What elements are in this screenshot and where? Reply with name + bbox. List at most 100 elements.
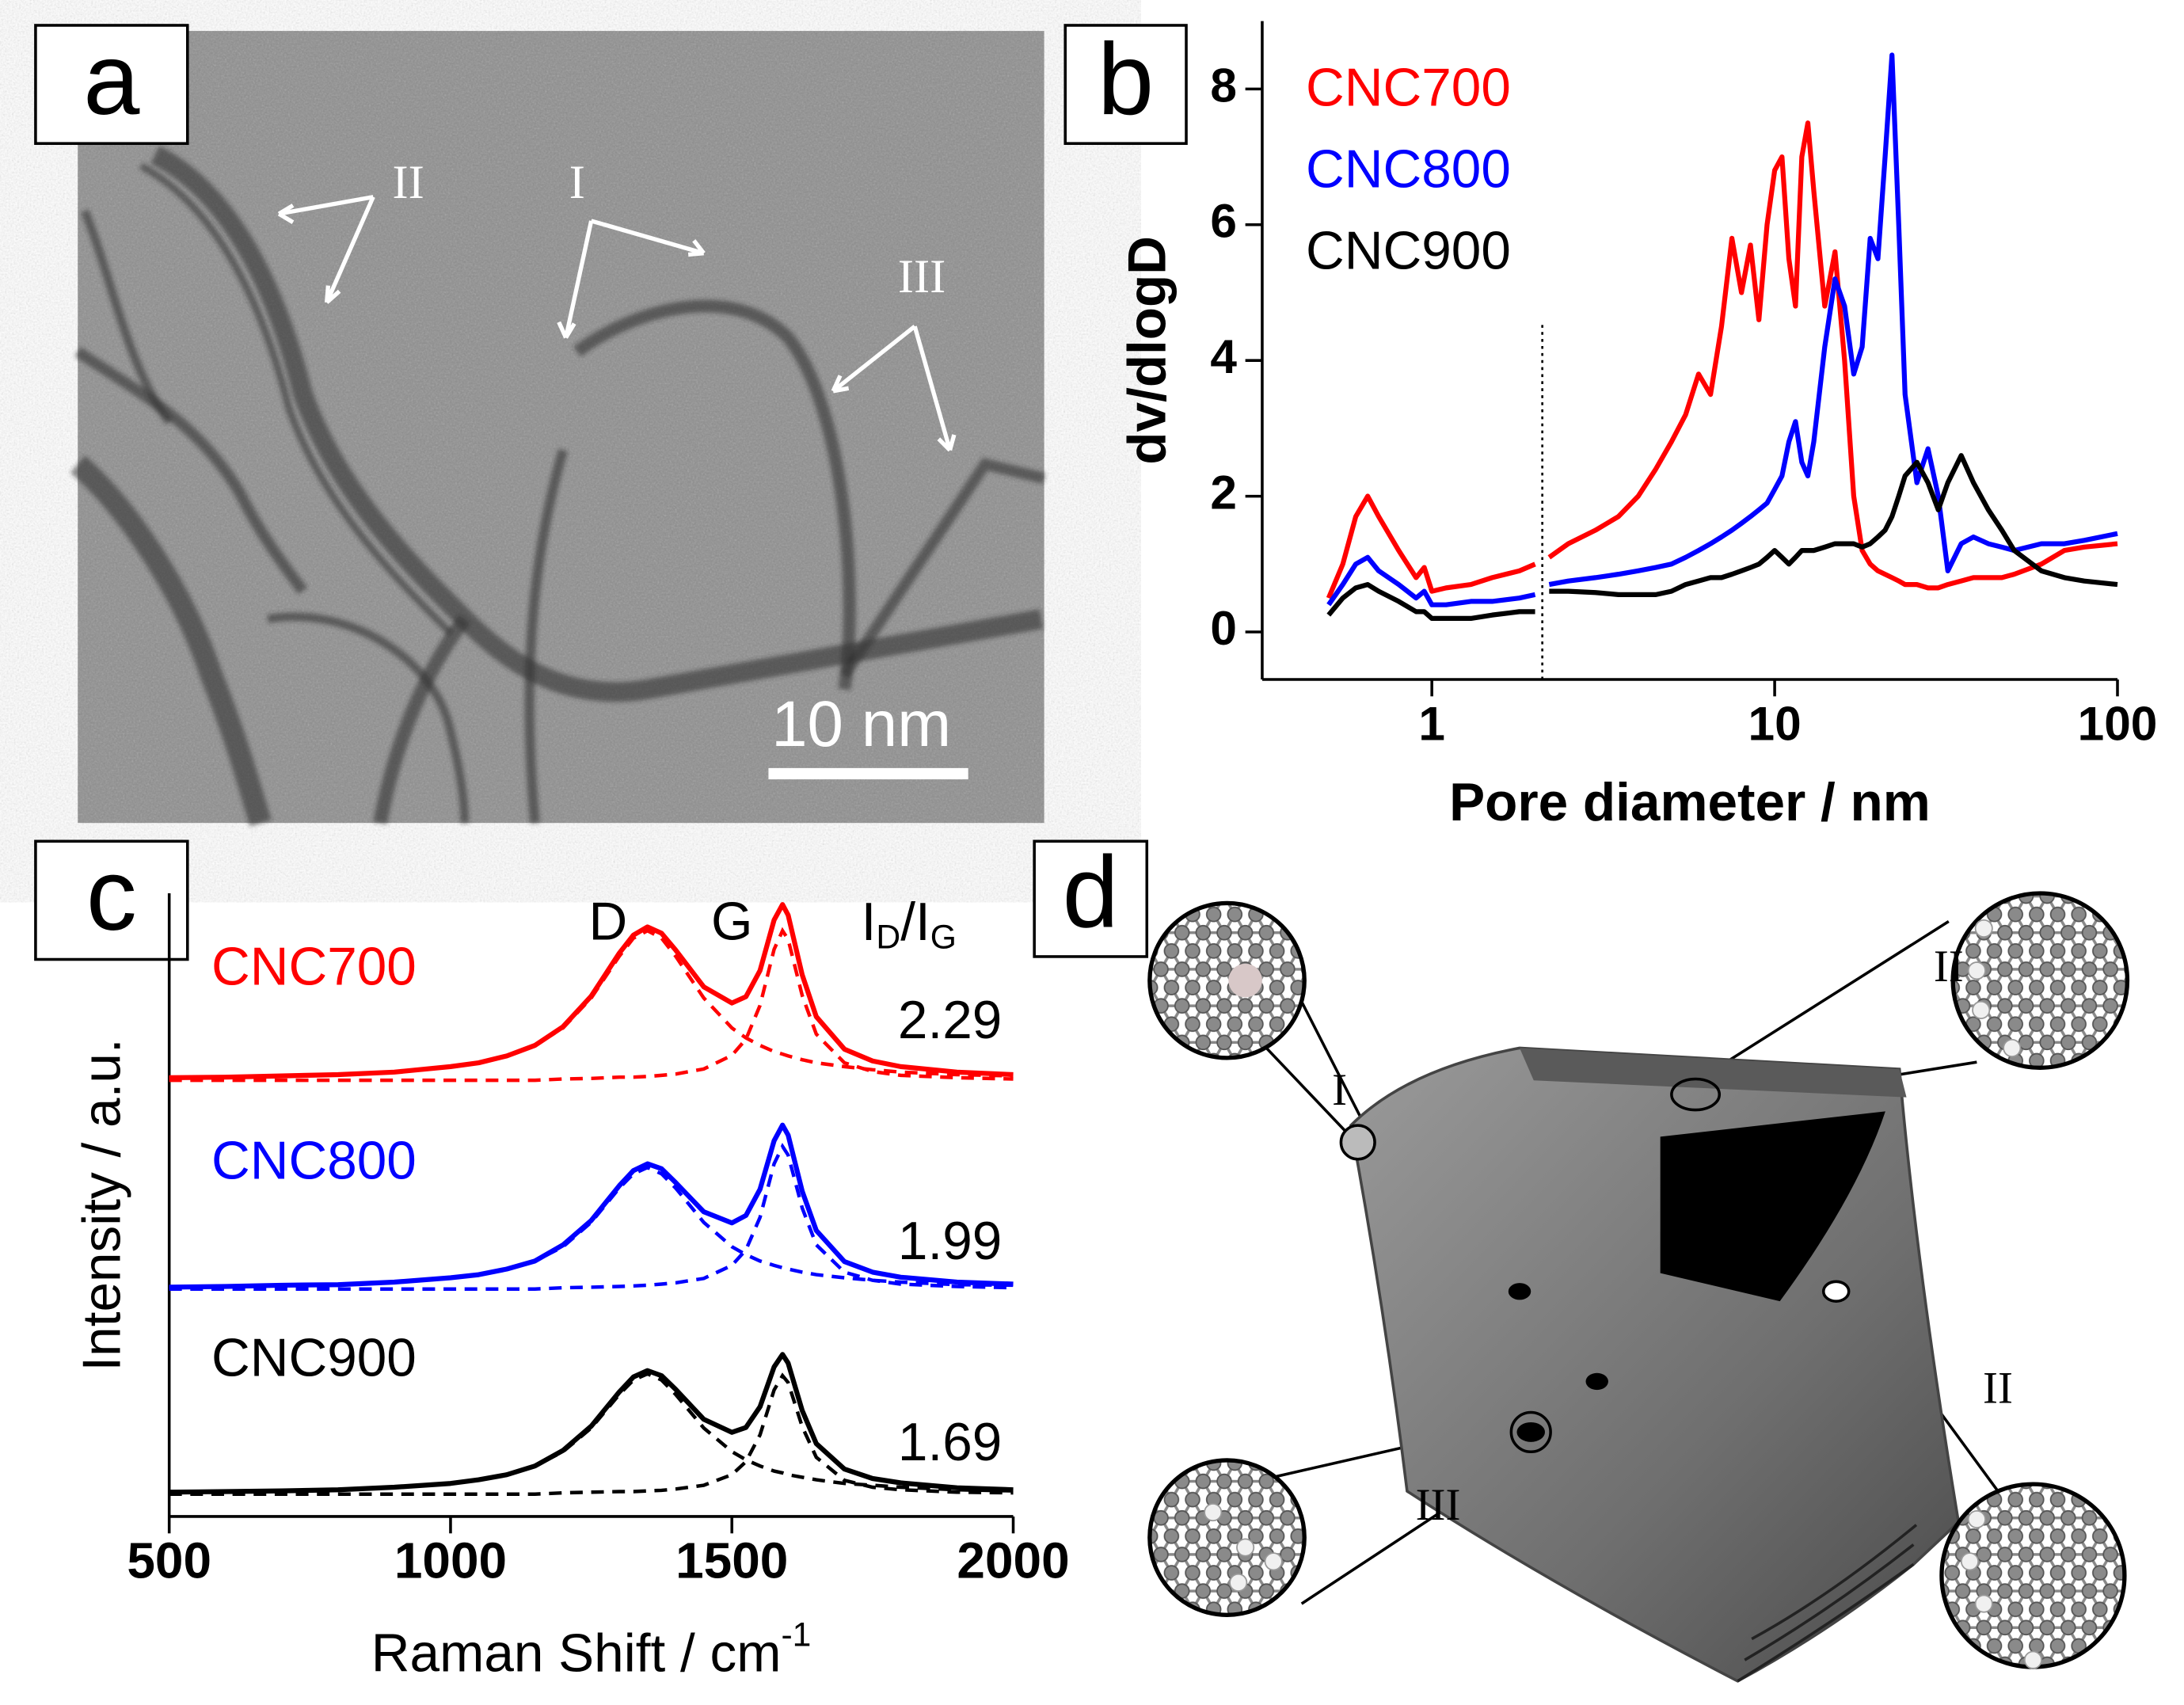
panel-label: d [1063, 836, 1119, 950]
pore [1585, 1372, 1608, 1391]
zoom-circle [1147, 900, 1307, 1060]
fit-line [169, 1372, 1014, 1494]
layer [267, 612, 470, 824]
ratio-value: 1.69 [898, 1413, 1002, 1472]
annotation: II [1983, 1364, 2013, 1414]
fit-line [169, 1372, 1014, 1496]
layer [150, 146, 1044, 702]
ratio-header-part: /I [900, 892, 930, 952]
x-axis-label-text: Pore diameter / nm [1449, 773, 1931, 832]
data-line [1326, 52, 2118, 607]
data-line [169, 1122, 1014, 1290]
annotation: II [1934, 942, 1964, 991]
y-tick-label: 4 [1210, 329, 1237, 383]
annotation: I [1332, 1065, 1347, 1115]
annotation-arrows [277, 195, 957, 452]
layer [70, 455, 272, 827]
annotation: III [898, 250, 946, 303]
y-tick-label: 8 [1210, 58, 1237, 112]
peak-label: D [589, 892, 628, 952]
h-atom [1967, 1509, 1986, 1529]
cube-cavity [1660, 1111, 1885, 1302]
hydrogen-atoms [1960, 1509, 2042, 1669]
legend-label: CNC800 [1306, 139, 1511, 199]
data-line [169, 902, 1014, 1081]
h-atom [1204, 1503, 1223, 1522]
pore [1516, 1421, 1546, 1442]
layer [839, 458, 1046, 679]
x-tick-label: 2000 [957, 1532, 1069, 1589]
h-atom [2003, 1038, 2022, 1057]
x-tick-label: 100 [2078, 696, 2158, 750]
ratio-value: 2.29 [898, 991, 1002, 1050]
graphene-layers [70, 146, 1046, 827]
y-tick-label: 0 [1210, 601, 1237, 655]
annotation: III [1416, 1480, 1461, 1530]
h-atom [2023, 1650, 2042, 1669]
layer [373, 615, 470, 824]
h-atom [1229, 1573, 1248, 1592]
h-atom [1974, 919, 1993, 938]
chart: 0 2 4 6 8 1 10 100 CNC700 CNC800 CNC900 Pore diamet… [1117, 21, 2157, 832]
fit-line [169, 1143, 1014, 1291]
layer [74, 347, 308, 595]
panel-label-box [1063, 24, 1188, 145]
panel-label: a [83, 23, 140, 136]
layer [573, 299, 856, 691]
x-tick-label: 10 [1748, 696, 1802, 750]
ratio-header: ID/IG [862, 892, 957, 957]
layer [524, 448, 569, 824]
arrow [557, 219, 706, 339]
x-tick-label: 500 [127, 1532, 211, 1589]
panel-label: b [1098, 23, 1154, 136]
x-axis-label-text: Raman Shift / cm [371, 1623, 782, 1683]
x-axis-label-sup: -1 [781, 1616, 811, 1654]
legend-label: CNC700 [1306, 58, 1511, 117]
zoom-spot [1670, 1077, 1722, 1112]
h-atom [1236, 1538, 1255, 1557]
defect [1228, 963, 1262, 998]
fit-line [169, 928, 1014, 1080]
y-tick-label: 6 [1210, 194, 1237, 248]
cube-layers [1520, 1048, 1907, 1098]
panel-a: II I III 10 nm a [34, 23, 1046, 827]
h-atom [1974, 1594, 1993, 1613]
y-axis-label: dv/dlogD [1117, 236, 1177, 465]
scale-bar-label: 10 nm [771, 688, 951, 760]
panel-label: c [86, 839, 137, 952]
peak-label: G [711, 892, 753, 952]
ratio-value: 1.99 [898, 1212, 1002, 1271]
arrow [277, 195, 375, 304]
hydrogen-atoms [1204, 1503, 1283, 1592]
ratio-header-part: I [862, 892, 877, 952]
panel-label-box [1033, 839, 1149, 958]
zoom-spot [1339, 1124, 1376, 1161]
layer [81, 209, 173, 425]
series-label: CNC700 [211, 938, 417, 997]
data-line [1326, 120, 2118, 599]
zoom-circle [1950, 891, 2130, 1070]
h-atom [1960, 1552, 1980, 1571]
x-axis-label: Raman Shift / cm-1 [371, 1616, 812, 1683]
pore [1821, 1280, 1851, 1303]
panel-label-box [34, 839, 189, 961]
zoom-circle [1147, 1458, 1307, 1617]
arrow [831, 325, 957, 452]
chart: 500 1000 1500 2000 CNC700 2.29 CNC800 1.99 CNC90… [73, 892, 1070, 1684]
data-line [1326, 453, 2118, 622]
pore [1508, 1283, 1531, 1300]
ratio-header-part: G [930, 919, 957, 957]
h-atom [1967, 961, 1986, 980]
hydrogen-atoms [1967, 919, 2022, 1057]
x-tick-label: 1000 [394, 1532, 507, 1589]
annotation: I [569, 156, 585, 209]
panel-label-box [34, 24, 189, 145]
zoom-circle [1939, 1482, 2127, 1669]
series-label: CNC800 [211, 1132, 417, 1191]
h-atom [1972, 1000, 1991, 1020]
callout-line [1265, 1047, 1348, 1134]
layer [139, 162, 454, 636]
legend-label: CNC900 [1306, 221, 1511, 280]
